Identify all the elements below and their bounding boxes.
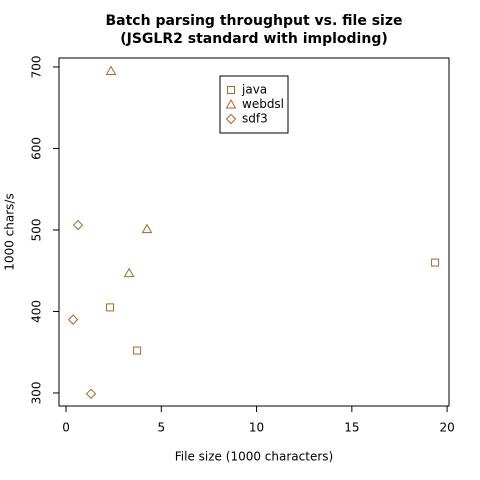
marker [431,258,440,267]
y-axis-label: 1000 chars/s [3,193,17,270]
x-tick-label: 10 [249,421,264,435]
plot-frame [58,57,450,407]
marker [123,267,135,278]
y-tick-label: 500 [30,219,44,242]
legend-label: sdf3 [242,112,268,126]
x-tick-label: 5 [157,421,165,435]
marker [133,346,142,355]
y-tick-label: 400 [30,300,44,323]
legend-marker [225,98,237,109]
legend-marker [227,86,235,94]
y-tick-label: 700 [30,56,44,79]
legend-label: java [241,83,267,97]
x-tick-label: 0 [62,421,70,435]
marker [67,314,79,325]
x-tick-label: 15 [344,421,359,435]
legend-label: webdsl [242,97,284,111]
chart-title: Batch parsing throughput vs. file size [106,13,403,29]
x-axis-label: File size (1000 characters) [175,450,333,464]
marker [105,65,117,76]
marker [85,388,97,399]
marker [141,223,153,234]
marker [72,219,84,231]
x-tick-label: 20 [439,421,454,435]
chart-title: (JSGLR2 standard with imploding) [120,31,388,47]
y-tick-label: 600 [30,137,44,160]
legend-marker [225,113,237,125]
legend-box [219,75,289,134]
marker [106,303,115,312]
y-tick-label: 300 [30,382,44,405]
